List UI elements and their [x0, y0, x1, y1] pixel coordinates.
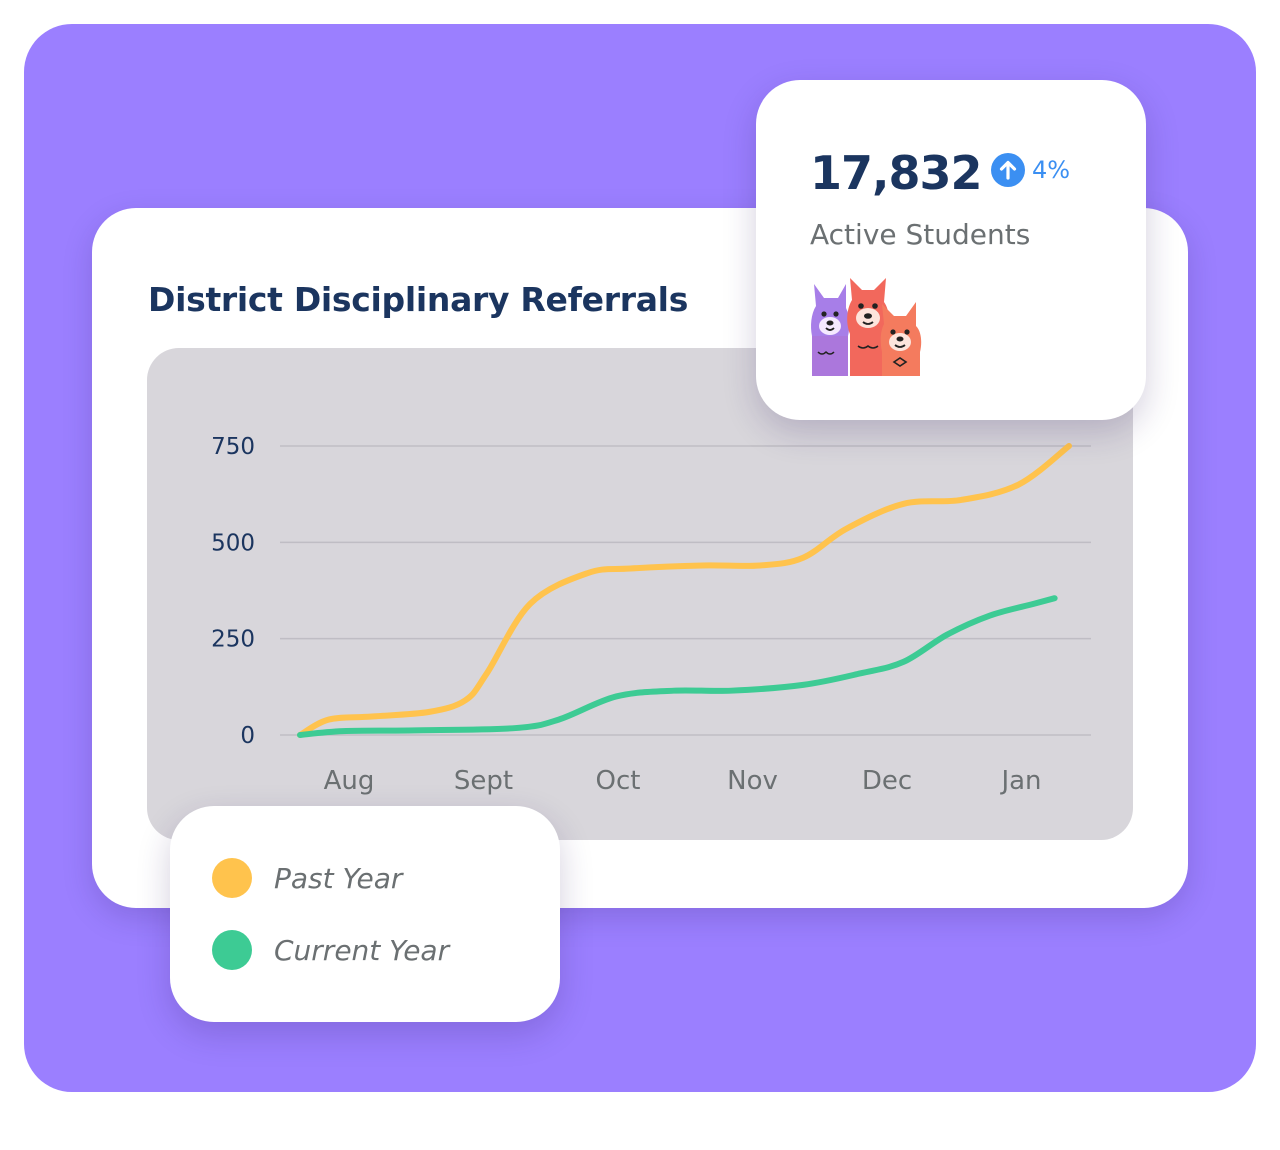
legend-dot-past-year [212, 858, 252, 898]
legend-label-current-year: Current Year [274, 933, 450, 967]
chart-plot-area: 0 250 500 750 Aug Sept Oct Nov Dec Jan [147, 348, 1133, 840]
legend-label-past-year: Past Year [274, 861, 403, 895]
series-line-past-year [297, 443, 1072, 738]
active-students-card: 17,832 4% Active Students [756, 80, 1146, 420]
active-students-value: 17,832 [810, 146, 983, 200]
line-chart: 0 250 500 750 Aug Sept Oct Nov Dec Jan [211, 434, 1091, 796]
active-students-change: 4% [1032, 156, 1071, 184]
series-line-current-year [297, 595, 1058, 738]
active-students-label: Active Students [810, 218, 1031, 251]
legend-dot-current-year [212, 930, 252, 970]
y-tick-label: 250 [211, 627, 255, 653]
x-tick-label: Jan [999, 766, 1041, 796]
x-tick-label: Aug [324, 766, 375, 796]
x-tick-label: Sept [454, 766, 513, 796]
arrow-up-icon [991, 153, 1025, 187]
legend-item-current-year: Current Year [212, 930, 449, 970]
chart-title: District Disciplinary Referrals [148, 280, 689, 319]
llama-group-icon [811, 278, 922, 376]
x-tick-label: Dec [862, 766, 912, 796]
x-tick-label: Nov [727, 766, 778, 796]
y-tick-label: 0 [240, 723, 255, 749]
legend-item-past-year: Past Year [212, 858, 402, 898]
x-tick-label: Oct [596, 766, 641, 796]
y-tick-label: 500 [211, 530, 255, 556]
y-tick-label: 750 [211, 434, 255, 460]
legend: Past Year Current Year [170, 806, 560, 1022]
